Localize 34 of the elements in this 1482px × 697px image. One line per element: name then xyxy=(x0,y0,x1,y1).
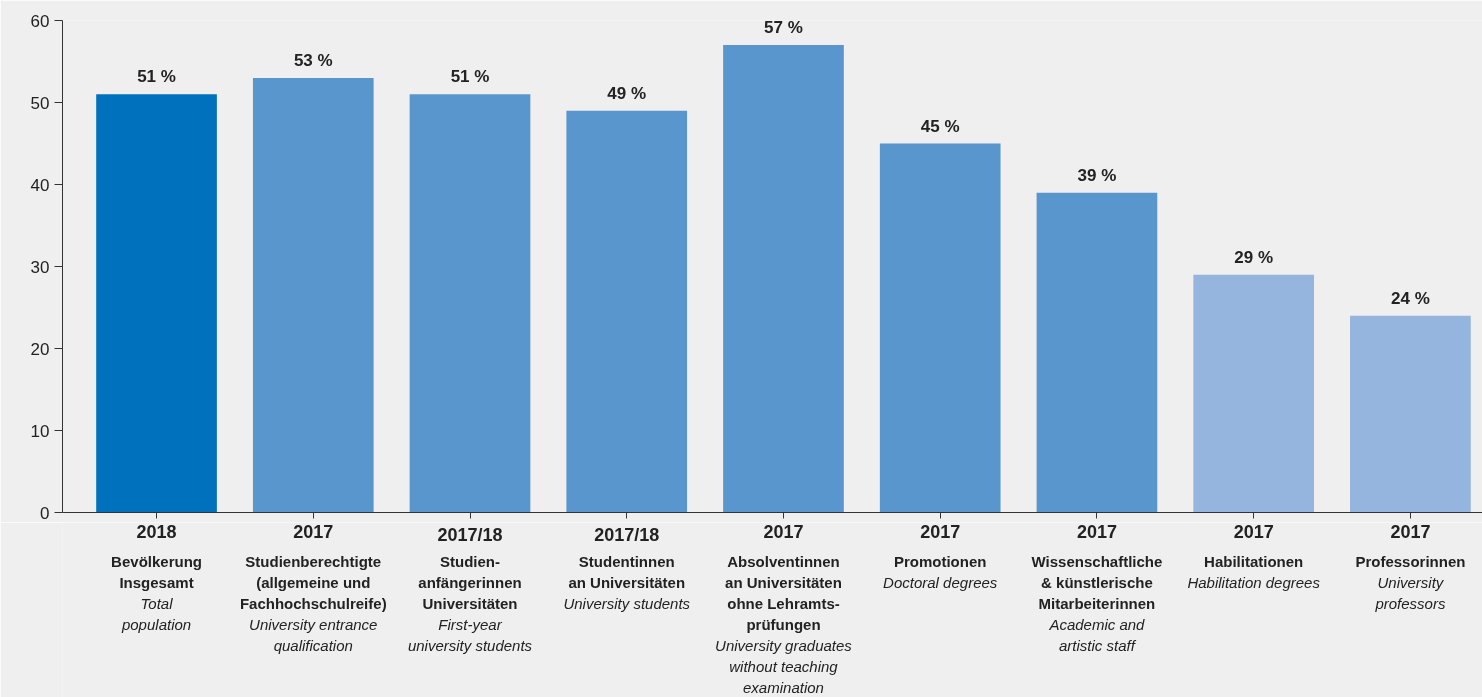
bar xyxy=(1193,274,1315,513)
bar xyxy=(252,77,374,513)
data-label: 51 % xyxy=(450,67,490,87)
y-tick-label: 30 xyxy=(30,257,50,277)
bar xyxy=(1350,315,1471,513)
bar xyxy=(723,45,844,513)
bar xyxy=(1036,192,1158,513)
y-tick-label: 20 xyxy=(30,339,50,359)
data-label: 45 % xyxy=(920,116,960,136)
x-tick-label: 2017 Promotionen Doctoral degrees xyxy=(883,521,998,591)
y-tick-label: 50 xyxy=(30,93,50,113)
y-tick-label: 0 xyxy=(40,503,50,523)
data-label: 24 % xyxy=(1391,288,1430,308)
data-label: 39 % xyxy=(1077,165,1117,185)
y-tick-label: 10 xyxy=(30,421,50,441)
x-tick-label: 2017 Professorinnen University professors xyxy=(1355,521,1466,612)
bar xyxy=(879,143,1001,513)
bar xyxy=(96,94,217,513)
x-tick-label: 2017/18 Studien- anfängerinnen Universitäten First-year university students xyxy=(407,524,533,654)
data-label: 51 % xyxy=(137,67,176,87)
x-tick-label: 2017/18 Studentinnen an Universitäten University students xyxy=(563,524,691,612)
data-label: 57 % xyxy=(764,18,803,38)
data-label: 53 % xyxy=(293,50,333,70)
x-tick-label: 2017 Studienberechtigte (allgemeine und Fachhochschulreife) University entrance qualification xyxy=(239,521,387,654)
y-tick-label: 40 xyxy=(30,175,50,195)
x-tick-label: 2018 Bevölkerung Insgesamt Total population xyxy=(111,521,202,633)
x-tick-label: 2017 Absolventinnen an Universitäten ohne Lehramts- prüfungen University graduates without teaching examination xyxy=(715,521,853,696)
bar xyxy=(409,94,531,513)
data-label: 49 % xyxy=(607,83,647,103)
bar xyxy=(566,110,688,513)
y-tick-label: 60 xyxy=(30,11,50,31)
data-label: 29 % xyxy=(1234,247,1274,267)
x-tick-label: 2017 Habilitationen Habilitation degrees xyxy=(1187,521,1321,591)
x-tick-label: 2017 Wissenschaftliche & künstlerische Mitarbeiterinnen Academic and artistic staff xyxy=(1031,521,1163,654)
